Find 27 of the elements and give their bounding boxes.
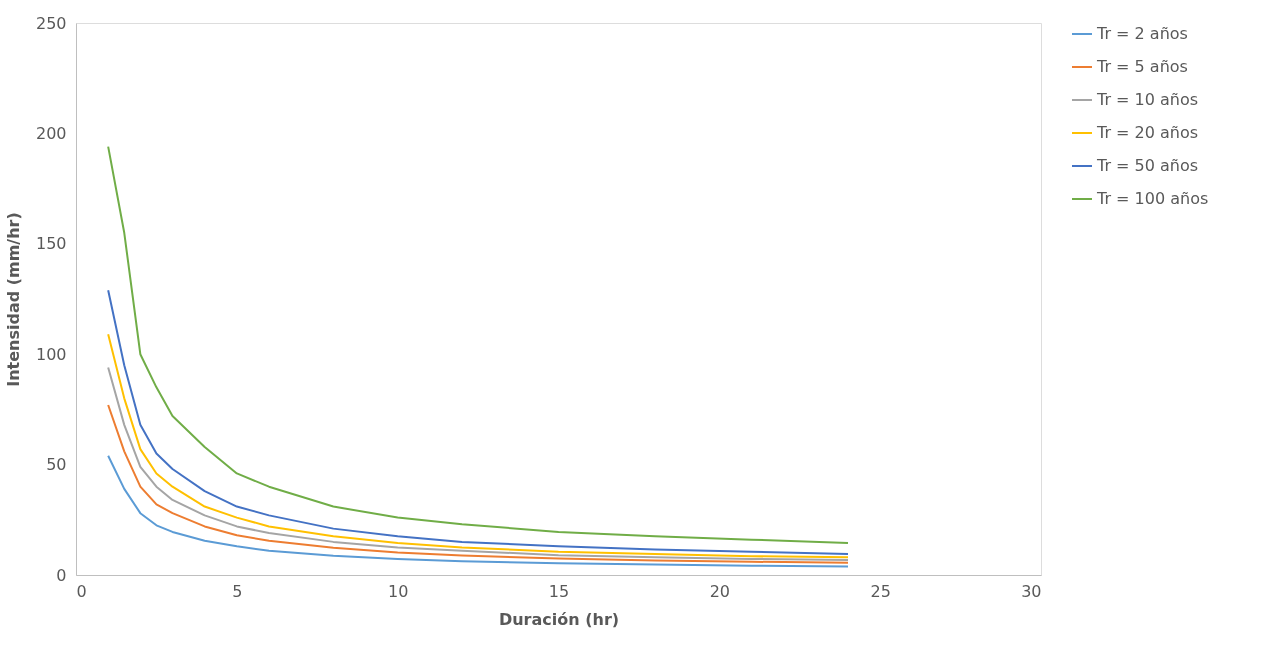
y-tick-label: 200 xyxy=(35,123,67,143)
line-series xyxy=(107,366,849,561)
y-axis-title: Intensidad (mm/hr) xyxy=(3,212,23,387)
y-tick-label: 0 xyxy=(56,565,67,585)
legend-label: Tr = 10 años xyxy=(1096,90,1199,109)
line-series xyxy=(107,333,849,559)
y-tick-label: 50 xyxy=(46,455,67,475)
line-series xyxy=(107,454,849,568)
x-tick-label: 15 xyxy=(548,581,570,601)
y-tick-label: 250 xyxy=(35,13,67,33)
x-tick-label: 20 xyxy=(709,581,731,601)
x-tick-label: 30 xyxy=(1021,581,1042,601)
line-series xyxy=(107,403,849,564)
line-series xyxy=(107,289,849,556)
x-tick-label: 10 xyxy=(387,581,409,601)
legend-label: Tr = 100 años xyxy=(1096,189,1209,208)
legend-label: Tr = 5 años xyxy=(1096,57,1188,76)
line-series xyxy=(107,145,849,544)
legend-label: Tr = 2 años xyxy=(1096,24,1188,43)
legend-label: Tr = 50 años xyxy=(1096,156,1199,175)
y-tick-label: 150 xyxy=(35,234,67,254)
x-tick-label: 25 xyxy=(870,581,891,601)
x-axis-title: Duración (hr) xyxy=(498,609,620,629)
y-tick-label: 100 xyxy=(35,344,67,364)
legend-label: Tr = 20 años xyxy=(1096,123,1199,142)
x-tick-label: 5 xyxy=(232,581,243,601)
x-tick-label: 0 xyxy=(76,581,87,601)
